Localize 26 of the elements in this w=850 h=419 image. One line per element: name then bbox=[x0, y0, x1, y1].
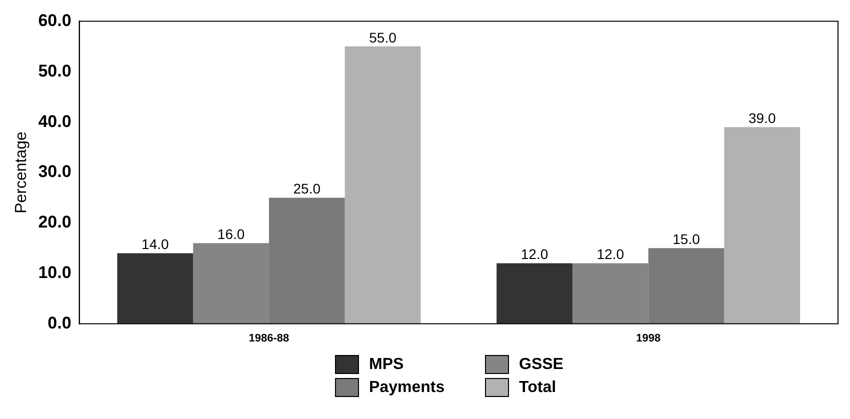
y-tick-label: 20.0 bbox=[38, 212, 72, 232]
bar bbox=[724, 127, 800, 324]
bar bbox=[117, 253, 194, 324]
data-label: 12.0 bbox=[596, 246, 624, 262]
y-axis-title: Percentage bbox=[13, 131, 30, 214]
legend-label: GSSE bbox=[519, 356, 564, 374]
y-tick-label: 30.0 bbox=[38, 162, 72, 182]
bar bbox=[496, 263, 572, 324]
data-label: 12.0 bbox=[520, 246, 548, 262]
data-label: 25.0 bbox=[293, 180, 321, 197]
legend-label: Total bbox=[519, 378, 556, 396]
y-tick-label: 10.0 bbox=[38, 263, 72, 282]
legend-label: MPS bbox=[369, 356, 404, 374]
y-tick-label: 50.0 bbox=[38, 61, 72, 80]
y-tick-label: 60.0 bbox=[38, 10, 72, 30]
data-label: 39.0 bbox=[748, 110, 776, 126]
data-label: 16.0 bbox=[217, 226, 245, 242]
data-label: 55.0 bbox=[369, 29, 397, 46]
legend-label: Payments bbox=[369, 378, 445, 396]
bar bbox=[344, 46, 421, 324]
x-tick-label: 1998 bbox=[636, 332, 661, 344]
y-tick-label: 0.0 bbox=[48, 313, 72, 332]
data-label: 15.0 bbox=[672, 231, 700, 248]
y-tick-label: 40.0 bbox=[38, 112, 72, 131]
data-label: 14.0 bbox=[142, 236, 169, 252]
x-tick-label: 1986-88 bbox=[248, 332, 290, 344]
